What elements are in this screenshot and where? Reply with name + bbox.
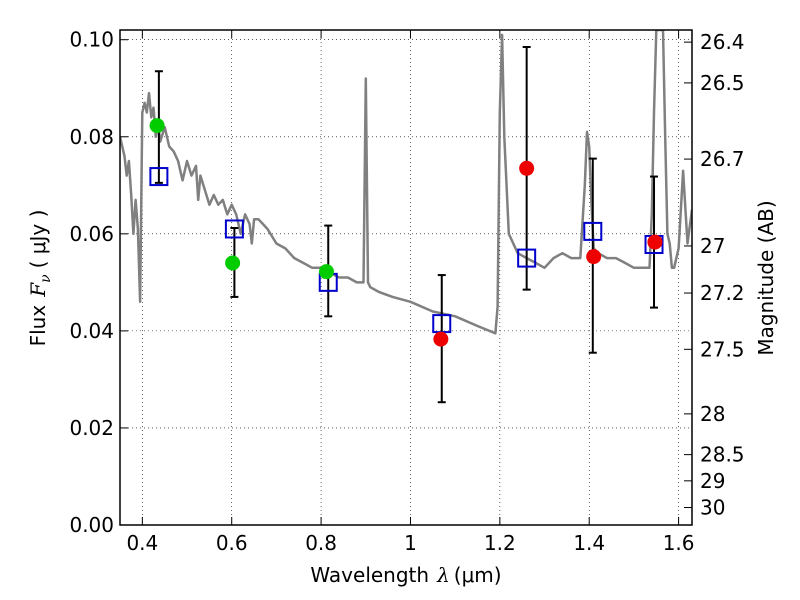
model-spectrum-line bbox=[120, 30, 692, 335]
x-tick-label: 0.8 bbox=[305, 531, 337, 555]
model-flux-marker bbox=[583, 221, 603, 241]
x-tick-label: 1.4 bbox=[573, 531, 605, 555]
observed-flux-marker bbox=[149, 118, 165, 134]
y2-tick-label: 26.5 bbox=[700, 71, 745, 95]
plot-area bbox=[120, 30, 692, 404]
y-tick-label: 0.08 bbox=[69, 125, 114, 149]
y2-tick-label: 26.7 bbox=[700, 147, 745, 171]
y-tick-label: 0.06 bbox=[69, 222, 114, 246]
x-tick-label: 1 bbox=[404, 531, 417, 555]
y-tick-label: 0.02 bbox=[69, 416, 114, 440]
y2-tick-label: 28 bbox=[700, 402, 725, 426]
y2-tick-label: 28.5 bbox=[700, 443, 745, 467]
y-axis-label: FluxFν( μJy ) bbox=[26, 210, 54, 347]
model-flux-marker bbox=[149, 167, 169, 187]
y2-tick-label: 27.2 bbox=[700, 281, 745, 305]
y2-tick-label: 30 bbox=[700, 496, 725, 520]
y-tick-label: 0.00 bbox=[69, 513, 114, 537]
y2-tick-label: 27 bbox=[700, 234, 725, 258]
observed-flux-marker bbox=[318, 264, 334, 280]
observed-flux-marker bbox=[519, 160, 535, 176]
model-flux-marker bbox=[517, 248, 537, 268]
observed-flux-marker bbox=[225, 255, 241, 271]
y-tick-label: 0.04 bbox=[69, 319, 114, 343]
y-tick-label: 0.10 bbox=[69, 28, 114, 52]
observed-flux-marker bbox=[586, 249, 602, 265]
observed-flux-marker bbox=[647, 234, 663, 250]
x-tick-label: 0.6 bbox=[216, 531, 248, 555]
observed-flux-marker bbox=[433, 331, 449, 347]
y2-tick-label: 27.5 bbox=[700, 337, 745, 361]
y2-tick-label: 26.4 bbox=[700, 30, 745, 54]
y2-axis-label: Magnitude (AB) bbox=[754, 200, 778, 355]
x-tick-label: 1.6 bbox=[663, 531, 695, 555]
plot-frame bbox=[119, 29, 693, 526]
model-flux-marker bbox=[224, 219, 244, 239]
x-axis-label: Wavelength λ (μm) bbox=[310, 563, 501, 587]
y2-tick-label: 29 bbox=[700, 469, 725, 493]
ticks: 0.4 0.6 0.8 1 1.2 1.4 1.6 0.00 0.02 0.04 0.06 0.08 0… bbox=[69, 28, 744, 555]
x-tick-label: 1.2 bbox=[484, 531, 516, 555]
x-tick-label: 0.4 bbox=[126, 531, 158, 555]
